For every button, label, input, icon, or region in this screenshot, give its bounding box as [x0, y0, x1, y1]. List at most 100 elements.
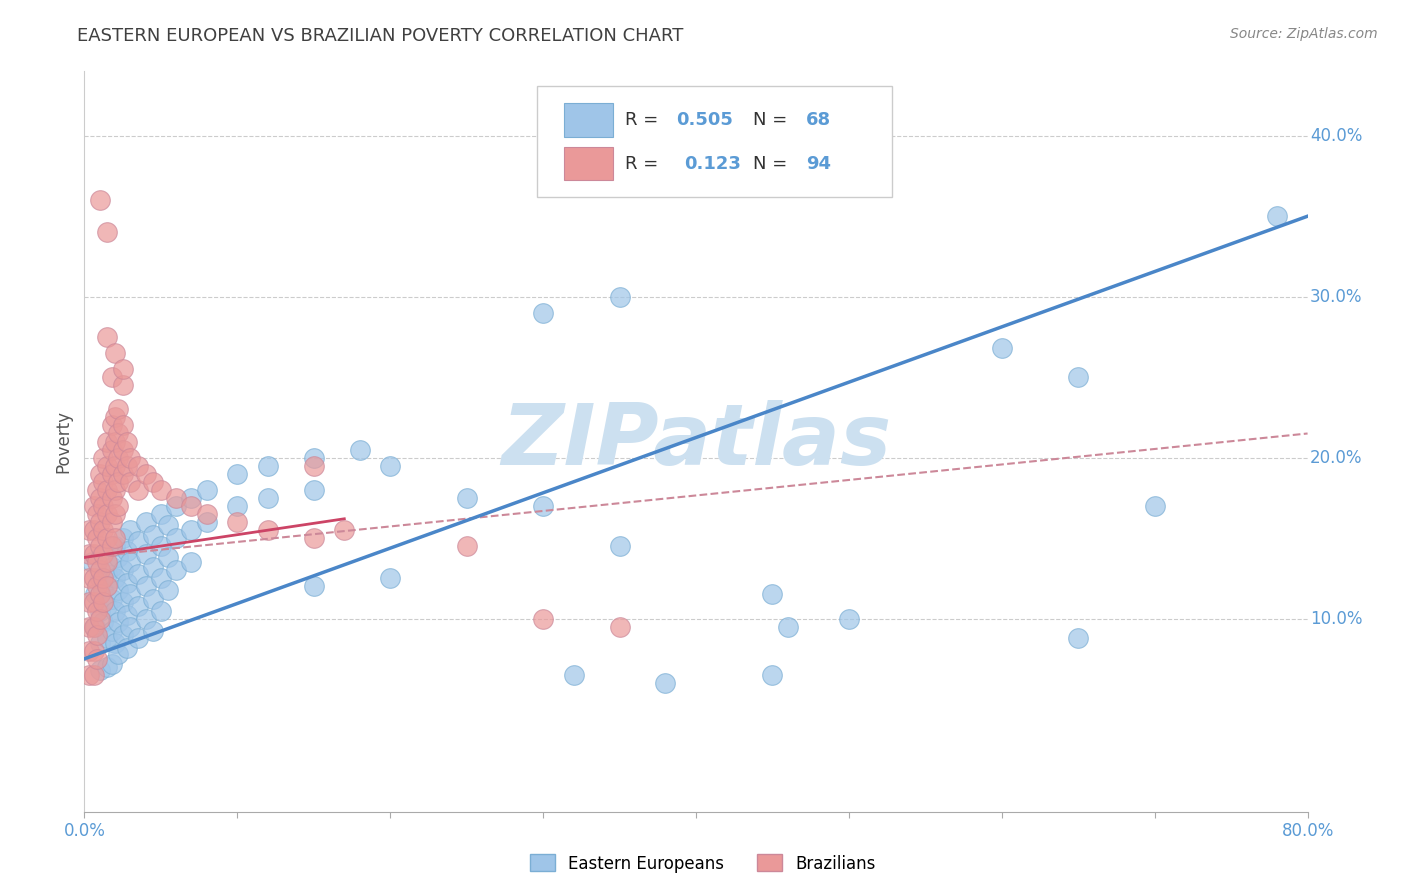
- Point: [120, 619, 142, 633]
- Point: [104, 458, 127, 473]
- Point: [91, 475, 114, 489]
- Text: Source: ZipAtlas.com: Source: ZipAtlas.com: [1230, 27, 1378, 41]
- Point: [135, 579, 157, 593]
- Point: [77, 644, 100, 658]
- Point: [115, 458, 138, 473]
- Point: [104, 483, 127, 497]
- Point: [380, 458, 402, 473]
- Point: [349, 442, 371, 457]
- Point: [107, 402, 129, 417]
- Point: [142, 624, 165, 639]
- Point: [101, 418, 124, 433]
- Point: [111, 531, 134, 545]
- Point: [257, 491, 280, 505]
- Point: [91, 450, 114, 465]
- Point: [195, 483, 218, 497]
- Point: [135, 515, 157, 529]
- Point: [120, 555, 142, 569]
- Point: [91, 582, 114, 597]
- Point: [84, 587, 107, 601]
- Point: [96, 599, 118, 613]
- Point: [165, 531, 187, 545]
- Point: [77, 595, 100, 609]
- Text: R =: R =: [626, 111, 664, 128]
- Point: [180, 523, 202, 537]
- Text: 30.0%: 30.0%: [1310, 288, 1362, 306]
- Point: [104, 346, 127, 360]
- Point: [101, 515, 124, 529]
- Point: [127, 599, 149, 613]
- Point: [91, 499, 114, 513]
- Point: [609, 290, 631, 304]
- Point: [96, 225, 118, 239]
- Point: [83, 523, 105, 537]
- Text: 10.0%: 10.0%: [1310, 609, 1362, 628]
- Point: [96, 330, 118, 344]
- Point: [107, 450, 129, 465]
- Point: [107, 550, 129, 565]
- Point: [180, 499, 202, 513]
- Point: [77, 668, 100, 682]
- Point: [776, 619, 799, 633]
- Point: [302, 531, 325, 545]
- Point: [562, 668, 585, 682]
- Point: [91, 547, 114, 561]
- Point: [104, 434, 127, 449]
- Point: [111, 362, 134, 376]
- Point: [761, 668, 783, 682]
- Point: [135, 611, 157, 625]
- Point: [226, 467, 249, 481]
- Point: [120, 587, 142, 601]
- Point: [104, 531, 127, 545]
- Text: 0.123: 0.123: [683, 155, 741, 173]
- Point: [609, 619, 631, 633]
- Point: [195, 507, 218, 521]
- Point: [101, 467, 124, 481]
- Point: [104, 603, 127, 617]
- Point: [89, 571, 111, 585]
- Point: [838, 611, 860, 625]
- Point: [96, 555, 118, 569]
- Point: [157, 550, 180, 565]
- Text: 40.0%: 40.0%: [1310, 127, 1362, 145]
- Point: [83, 499, 105, 513]
- Point: [127, 631, 149, 645]
- Point: [107, 426, 129, 441]
- Point: [135, 467, 157, 481]
- Point: [120, 475, 142, 489]
- Point: [157, 518, 180, 533]
- Point: [226, 499, 249, 513]
- Point: [135, 547, 157, 561]
- Text: 68: 68: [806, 111, 831, 128]
- Point: [333, 523, 356, 537]
- Point: [120, 450, 142, 465]
- Point: [89, 603, 111, 617]
- Point: [89, 515, 111, 529]
- Point: [107, 615, 129, 629]
- Point: [165, 491, 187, 505]
- Point: [111, 378, 134, 392]
- Bar: [564, 146, 613, 180]
- Point: [80, 555, 103, 569]
- Point: [101, 539, 124, 553]
- Point: [226, 515, 249, 529]
- Text: 0.505: 0.505: [676, 111, 734, 128]
- Point: [89, 193, 111, 207]
- Point: [127, 483, 149, 497]
- Text: R =: R =: [626, 155, 669, 173]
- Point: [96, 531, 118, 545]
- Point: [180, 555, 202, 569]
- Point: [149, 507, 172, 521]
- Point: [149, 603, 172, 617]
- Point: [991, 341, 1014, 355]
- Point: [86, 652, 108, 666]
- Point: [104, 636, 127, 650]
- Point: [531, 611, 554, 625]
- Point: [89, 587, 111, 601]
- Point: [86, 483, 108, 497]
- Point: [91, 595, 114, 609]
- Point: [89, 611, 111, 625]
- Point: [1067, 631, 1090, 645]
- Point: [1265, 209, 1288, 223]
- Point: [96, 507, 118, 521]
